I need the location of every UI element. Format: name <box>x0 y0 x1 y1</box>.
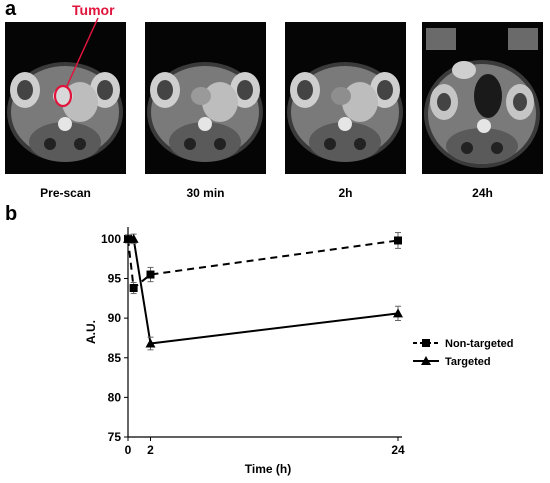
legend-marker-non-targeted <box>422 339 430 347</box>
scan-label-24h: 24h <box>472 186 493 200</box>
mri-image-prescan <box>5 22 126 174</box>
mri-image-30min <box>145 22 266 174</box>
mri-scan-2h <box>285 22 406 174</box>
panel-label-b: b <box>5 203 18 225</box>
y-tick-label: 75 <box>108 430 122 444</box>
non-targeted-data-point <box>146 270 155 279</box>
x-tick-label: 24 <box>391 443 405 457</box>
scan-label-prescan: Pre-scan <box>40 186 91 200</box>
scan-label-30min: 30 min <box>186 186 225 200</box>
legend-marker-targeted <box>421 356 431 365</box>
targeted-data-point <box>393 308 403 318</box>
y-tick-label: 90 <box>108 311 122 325</box>
targeted-data-point <box>145 338 156 348</box>
mri-scan-prescan <box>5 22 126 174</box>
y-tick-label: 85 <box>108 351 122 365</box>
targeted-data-point <box>128 233 139 243</box>
panel-label-a: a <box>5 0 17 20</box>
tumor-label: Tumor <box>72 2 115 18</box>
x-axis-label: Time (h) <box>245 462 291 476</box>
legend-label-targeted: Targeted <box>445 356 491 368</box>
non-targeted-data-point <box>394 236 402 245</box>
mri-scan-30min <box>145 22 266 174</box>
time-course-chart: 75 80 85 90 95 100 0 2 24 Time (h) A.U. Non-targete… <box>84 227 513 476</box>
non-targeted-series-line <box>127 238 399 290</box>
scan-label-2h: 2h <box>338 186 353 200</box>
x-tick-label: 0 <box>125 443 132 457</box>
mri-scan-24h <box>422 22 543 174</box>
y-tick-label: 100 <box>101 232 121 246</box>
x-tick-label: 2 <box>147 443 154 457</box>
legend-label-non-targeted: Non-targeted <box>445 338 513 350</box>
tumor-pointer-line <box>65 17 99 89</box>
mri-image-2h <box>285 22 406 174</box>
y-tick-label: 95 <box>108 272 122 286</box>
non-targeted-data-point <box>129 284 138 293</box>
y-tick-label: 80 <box>108 390 122 404</box>
mri-image-24h <box>422 22 543 174</box>
y-axis-label: A.U. <box>84 320 98 344</box>
targeted-series-line <box>128 237 399 345</box>
